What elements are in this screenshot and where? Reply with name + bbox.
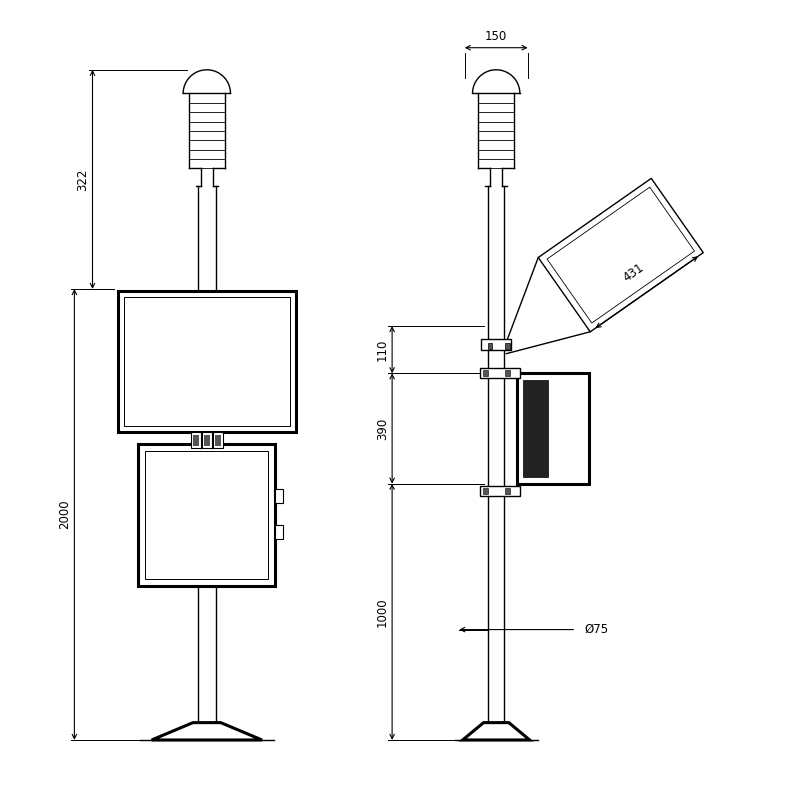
Polygon shape bbox=[517, 373, 590, 484]
Bar bbox=[505, 342, 510, 349]
Text: 390: 390 bbox=[376, 418, 389, 440]
Bar bbox=[487, 342, 492, 349]
Polygon shape bbox=[118, 291, 296, 433]
Bar bbox=[481, 486, 520, 496]
Bar bbox=[482, 339, 511, 349]
Bar bbox=[482, 370, 487, 376]
Text: Ø75: Ø75 bbox=[585, 623, 609, 636]
Polygon shape bbox=[538, 179, 703, 332]
Bar bbox=[214, 435, 221, 446]
Bar bbox=[482, 488, 487, 494]
Polygon shape bbox=[152, 723, 262, 740]
Bar bbox=[517, 373, 590, 484]
Polygon shape bbox=[138, 445, 275, 586]
Bar bbox=[505, 370, 510, 376]
Text: 150: 150 bbox=[485, 30, 507, 43]
Bar bbox=[146, 452, 268, 579]
Bar bbox=[193, 435, 199, 446]
Bar bbox=[138, 445, 275, 586]
Bar bbox=[202, 433, 211, 449]
Bar bbox=[523, 380, 548, 477]
Bar bbox=[505, 488, 510, 494]
Bar bbox=[481, 368, 520, 378]
Bar bbox=[274, 489, 282, 503]
Text: 110: 110 bbox=[376, 338, 389, 361]
Bar bbox=[118, 291, 296, 433]
Text: 1000: 1000 bbox=[376, 597, 389, 626]
Bar bbox=[274, 525, 282, 539]
Bar bbox=[213, 433, 222, 449]
Text: 2000: 2000 bbox=[58, 499, 71, 530]
Bar bbox=[191, 433, 201, 449]
Bar bbox=[124, 297, 290, 426]
Bar bbox=[204, 435, 210, 446]
Text: 431: 431 bbox=[620, 261, 646, 284]
Polygon shape bbox=[462, 723, 530, 740]
Text: 322: 322 bbox=[77, 168, 90, 191]
